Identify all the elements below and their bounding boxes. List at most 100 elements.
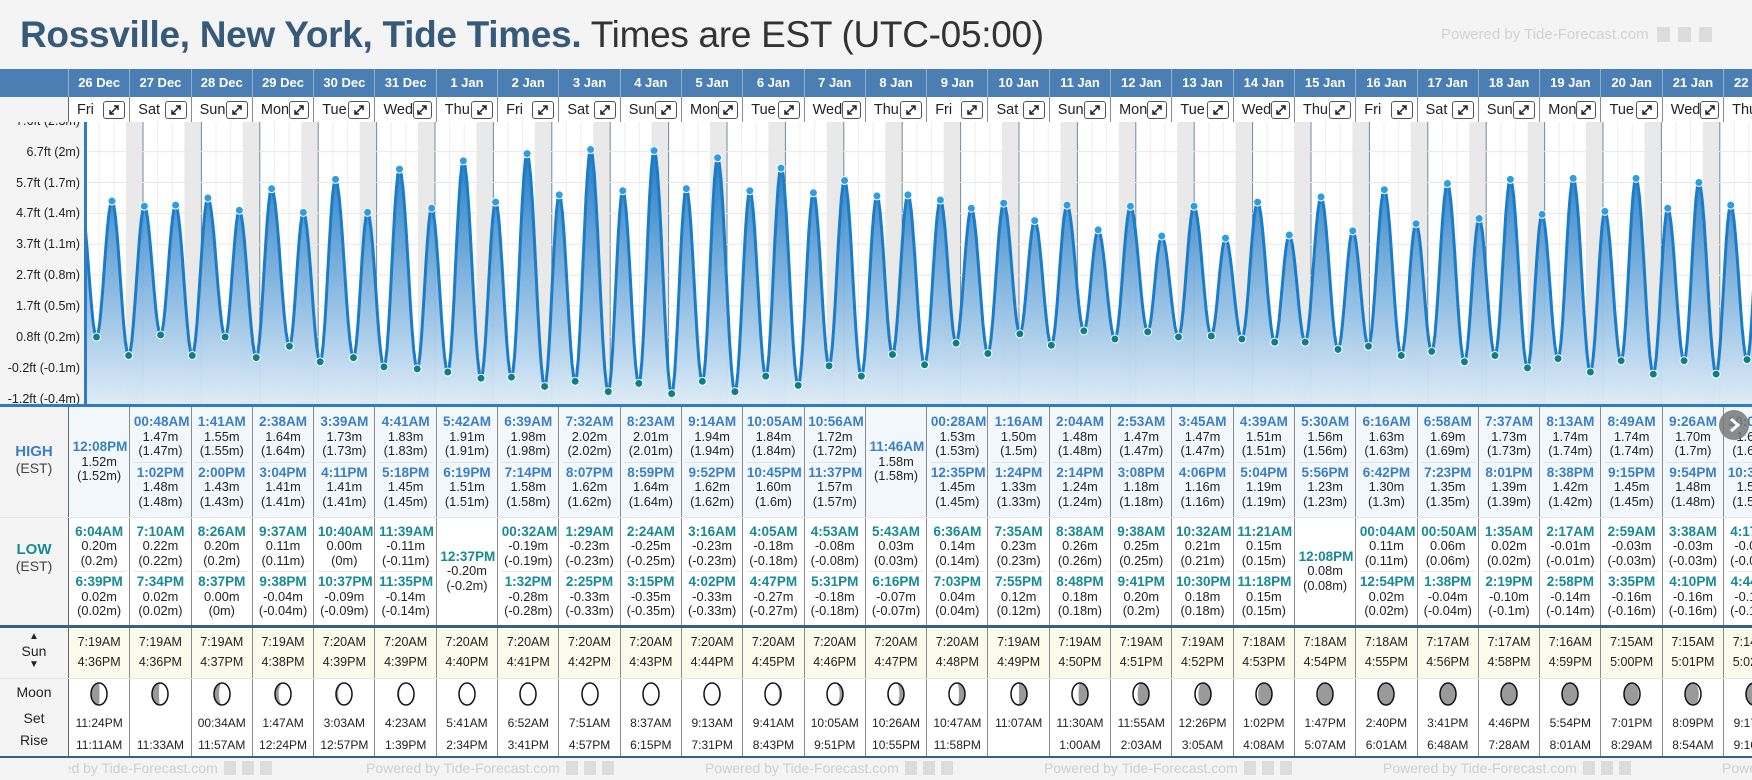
low-tide-entry: 9:41PM 0.20m (0.2m) [1114, 571, 1168, 622]
high-tide-row: HIGH (EST) 12:08PM 1.52m (1.52m) 00:48AM 1.4… [0, 407, 1752, 518]
low-tide-time: 2:17AM [1546, 523, 1595, 539]
low-tide-cell: 2:24AM -0.25m (-0.25m) 3:15PM -0.35m (-0.35m) [621, 518, 682, 625]
high-tide-entry: 10:45PM 1.60m (1.6m) [746, 461, 802, 513]
expand-day-button[interactable] [413, 100, 432, 119]
sunset-time: 5:02PM [1732, 655, 1752, 669]
high-tide-point [1348, 226, 1358, 236]
expand-day-button[interactable] [1390, 100, 1413, 119]
high-tide-point [1379, 185, 1389, 195]
low-tide-entry: 3:15PM -0.35m (-0.35m) [624, 571, 678, 622]
sun-times-cell: 7:16AM 4:59PM [1540, 628, 1602, 678]
sunset-time: 4:55PM [1364, 655, 1408, 669]
expand-day-button[interactable] [1576, 100, 1597, 119]
moon-shadow [1623, 683, 1639, 705]
high-tide-point [491, 197, 501, 207]
moon-shadow [152, 683, 161, 705]
expand-day-button[interactable] [593, 100, 616, 119]
low-tide-time: 10:40AM [317, 523, 374, 539]
moon-phase-icon [1132, 682, 1150, 706]
sunset-time: 4:37PM [200, 655, 244, 669]
moon-phase-icon [948, 682, 967, 706]
sunrise-time: 7:17AM [1426, 635, 1470, 649]
moon-shadow [275, 683, 284, 705]
expand-day-button[interactable] [348, 100, 371, 119]
high-tide-height: 1.63m [1368, 428, 1405, 444]
low-tide-height: 0.26m [1062, 538, 1098, 553]
high-tide-point [649, 146, 659, 156]
sun-times-cell: 7:20AM 4:44PM [682, 628, 744, 678]
expand-day-button[interactable] [1635, 100, 1658, 119]
high-tide-height-alt: (1.45m) [1609, 493, 1654, 509]
moon-outline [212, 682, 231, 706]
low-tide-entry: 3:38AM -0.03m (-0.03m) [1666, 522, 1719, 572]
weekday-cell: Fri [927, 97, 989, 122]
expand-day-button[interactable] [1700, 100, 1720, 119]
expand-day-button[interactable] [103, 100, 126, 119]
expand-day-button[interactable] [961, 100, 984, 119]
moonrise-time: 9:16AM [1733, 738, 1752, 752]
expand-day-button[interactable] [1513, 100, 1536, 119]
weekday-cell: Mon [253, 97, 315, 122]
expand-day-button[interactable] [289, 100, 310, 119]
expand-icon [1704, 104, 1715, 115]
expand-day-button[interactable] [1451, 100, 1474, 119]
low-tide-time: 8:26AM [197, 523, 246, 539]
sun-times-cell: 7:18AM 4:54PM [1295, 628, 1357, 678]
low-tide-cell: 00:32AM -0.19m (-0.19m) 1:32PM -0.28m (-0.28m… [498, 518, 560, 625]
y-tick-label: 0.8ft (0.2m) [16, 330, 80, 344]
moon-cell: 5:54PM 8:01AM [1540, 679, 1602, 756]
high-tide-point [234, 205, 244, 215]
expand-day-button[interactable] [471, 100, 494, 119]
next-days-button[interactable] [1719, 410, 1749, 440]
expand-day-button[interactable] [1084, 100, 1107, 119]
low-tide-height-alt: (-0.19m) [504, 552, 553, 568]
sun-times-cell: 7:19AM 4:37PM [192, 628, 253, 678]
low-tide-height: 0.15m [1246, 538, 1282, 553]
expand-day-button[interactable] [1022, 100, 1045, 119]
weekday-cell: Sat [1418, 97, 1479, 122]
expand-day-button[interactable] [164, 100, 187, 119]
sun-times-cell: 7:18AM 4:53PM [1234, 628, 1295, 678]
weekday-cell: Mon [1111, 97, 1173, 122]
low-tide-point [506, 372, 516, 382]
moon-lit-part [458, 683, 475, 705]
high-tide-entry: 8:23AM 2.01m (2.01m) [624, 412, 677, 462]
high-tide-time: 3:45AM [1178, 414, 1227, 429]
moon-cell: 11:55AM 2:03AM [1111, 679, 1173, 756]
expand-day-button[interactable] [1329, 100, 1352, 119]
moonrise-time: 7:28AM [1488, 738, 1530, 752]
moon-outline [1561, 682, 1580, 706]
high-tide-height-alt: (1.53m) [935, 443, 980, 458]
high-tide-height: 1.45m [387, 479, 424, 494]
expand-day-button[interactable] [900, 100, 923, 119]
expand-day-button[interactable] [842, 100, 861, 119]
expand-day-button[interactable] [718, 100, 739, 119]
moon-phase-icon [1377, 682, 1396, 706]
low-tide-entry: 2:59AM -0.03m (-0.03m) [1605, 522, 1658, 572]
low-label-text: LOW [16, 541, 52, 558]
low-tide-cell: 3:16AM -0.23m (-0.23m) 4:02PM -0.33m (-0.33m) [682, 518, 744, 625]
low-tide-height: -0.35m [630, 588, 671, 604]
moon-phase-icon [1071, 682, 1089, 706]
low-tide-height: -0.04m [1427, 588, 1468, 604]
high-tide-cell: 8:23AM 2.01m (2.01m) 8:59PM 1.64m (1.64m) [621, 407, 682, 517]
expand-day-button[interactable] [1271, 100, 1290, 119]
expand-day-button[interactable] [654, 100, 677, 119]
high-tide-time: 2:00PM [198, 464, 246, 480]
date-header: 17 Jan [1418, 69, 1479, 97]
expand-day-button[interactable] [777, 100, 800, 119]
moon-phase-icon [1684, 682, 1702, 706]
date-header: 5 Jan [682, 69, 744, 97]
expand-day-button[interactable] [225, 100, 248, 119]
high-tide-height: 1.48m [1675, 479, 1711, 494]
moon-outline [1684, 682, 1702, 706]
high-tide-entry: 5:42AM 1.91m (1.91m) [440, 412, 493, 462]
expand-day-button[interactable] [532, 100, 555, 119]
low-tide-height: -0.18m [753, 538, 794, 553]
expand-day-button[interactable] [1147, 100, 1168, 119]
expand-day-button[interactable] [1206, 100, 1229, 119]
moonrise-time: 2:03AM [1120, 738, 1162, 752]
high-tide-height-alt: (1.65m) [1732, 443, 1752, 458]
high-tide-cell: 6:16AM 1.63m (1.63m) 6:42PM 1.30m (1.3m) [1356, 407, 1418, 517]
moon-shadow [1684, 683, 1699, 705]
